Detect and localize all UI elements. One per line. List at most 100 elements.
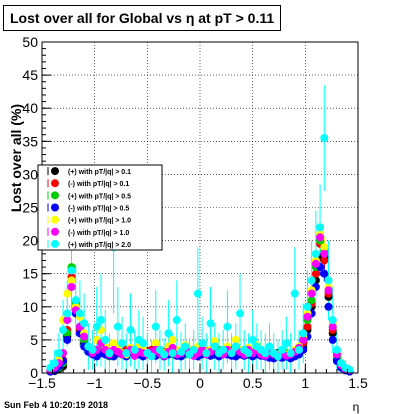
point-with-pt-q-2-0: [307, 276, 316, 285]
point-with-pt-q-2-0: [63, 309, 72, 318]
point-with-pt-q-0-1: [311, 269, 320, 278]
point-with-pt-q-2-0: [311, 249, 320, 258]
chart-title: Lost over all for Global vs η at pT > 0.…: [3, 5, 282, 31]
point-with-pt-q-2-0: [265, 342, 274, 351]
point-with-pt-q-0-1: [320, 256, 329, 265]
y-axis-label: Lost over all (%): [8, 104, 24, 212]
point-with-pt-q-2-0: [50, 359, 59, 368]
point-with-pt-q-1-0: [311, 259, 320, 268]
legend-marker: [51, 179, 59, 188]
point-with-pt-q-1-0: [324, 286, 333, 295]
point-with-pt-q-2-0: [118, 339, 127, 348]
x-tick-labels: −1.5 −1 −0.5 0 0.5 1 1.5: [28, 375, 368, 391]
y-tick-label: 45: [22, 67, 38, 83]
x-tick-label: 0.5: [243, 375, 263, 391]
point-with-pt-q-2-0: [122, 349, 131, 358]
point-with-pt-q-1-0: [231, 335, 240, 344]
point-with-pt-q-2-0: [181, 342, 190, 351]
point-with-pt-q-1-0: [151, 339, 160, 348]
point-with-pt-q-2-0: [113, 322, 122, 331]
point-with-pt-q-2-0: [75, 309, 84, 318]
legend-marker: [51, 239, 59, 248]
point-with-pt-q-0-1: [303, 322, 312, 331]
data-points: [46, 133, 354, 376]
point-with-pt-q-2-0: [316, 223, 325, 232]
legend-marker: [51, 167, 59, 176]
point-with-pt-q-1-0: [63, 289, 72, 298]
x-axis-label: η: [353, 400, 360, 414]
point-with-pt-q-2-0: [96, 316, 105, 325]
point-with-pt-q-0-5: [307, 296, 316, 305]
y-tick-label: 15: [22, 266, 38, 282]
point-with-pt-q-2-0: [151, 322, 160, 331]
x-tick-label: 1.5: [348, 375, 368, 391]
legend-label: (-) with pT/|q| > 1.0: [68, 230, 129, 237]
point-with-pt-q-2-0: [139, 339, 148, 348]
legend-marker: [51, 215, 59, 224]
point-with-pt-q-0-5: [324, 302, 333, 311]
point-with-pt-q-1-0: [328, 322, 337, 331]
point-with-pt-q-1-0: [168, 335, 177, 344]
point-with-pt-q-1-0: [307, 289, 316, 298]
point-with-pt-q-1-0: [67, 282, 76, 291]
point-with-pt-q-2-0: [282, 339, 291, 348]
point-with-pt-q-1-0: [63, 316, 72, 325]
point-with-pt-q-2-0: [147, 352, 156, 361]
point-with-pt-q-1-0: [303, 312, 312, 321]
point-with-pt-q-2-0: [67, 266, 76, 275]
point-with-pt-q-2-0: [193, 289, 202, 298]
x-tick-label: 0: [196, 375, 204, 391]
point-with-pt-q-2-0: [160, 350, 169, 359]
point-with-pt-q-2-0: [231, 342, 240, 351]
point-with-pt-q-2-0: [303, 302, 312, 311]
point-with-pt-q-2-0: [189, 345, 198, 354]
point-with-pt-q-0-5: [63, 335, 72, 344]
point-with-pt-q-1-0: [320, 249, 329, 258]
point-with-pt-q-2-0: [54, 349, 63, 358]
point-with-pt-q-2-0: [273, 352, 282, 361]
legend: (+) with pT/|q| > 0.1 (-) with pT/|q| > 0…: [37, 164, 163, 251]
y-tick-labels: 0 5 10 15 20 25 30 35 40 45 50: [22, 34, 38, 381]
point-with-pt-q-2-0: [261, 349, 270, 358]
legend-marker: [51, 227, 59, 236]
point-with-pt-q-2-0: [105, 349, 114, 358]
point-with-pt-q-2-0: [286, 349, 295, 358]
x-tick-label: 1: [301, 375, 309, 391]
point-with-pt-q-2-0: [164, 329, 173, 338]
y-tick-label: 35: [22, 133, 38, 149]
y-tick-label: 0: [30, 365, 38, 381]
point-with-pt-q-2-0: [295, 345, 304, 354]
y-tick-label: 25: [22, 200, 38, 216]
point-with-pt-q-2-0: [59, 325, 68, 334]
point-with-pt-q-2-0: [345, 365, 354, 374]
point-with-pt-q-2-0: [130, 345, 139, 354]
point-with-pt-q-2-0: [244, 349, 253, 358]
point-with-pt-q-1-0: [299, 335, 308, 344]
y-tick-label: 50: [22, 34, 38, 50]
point-with-pt-q-2-0: [223, 322, 232, 331]
point-with-pt-q-2-0: [324, 276, 333, 285]
y-tick-label: 10: [22, 299, 38, 315]
point-with-pt-q-2-0: [126, 325, 135, 334]
point-with-pt-q-0-5: [328, 335, 337, 344]
point-with-pt-q-1-0: [80, 332, 89, 341]
point-with-pt-q-2-0: [210, 342, 219, 351]
point-with-pt-q-2-0: [328, 316, 337, 325]
point-with-pt-q-2-0: [278, 345, 287, 354]
point-with-pt-q-2-0: [206, 319, 215, 328]
x-tick-label: −1: [87, 375, 103, 391]
legend-label: (+) with pT/|q| > 0.1: [68, 169, 131, 176]
legend-label: (-) with pT/|q| > 0.1: [68, 181, 129, 188]
point-with-pt-q-2-0: [332, 345, 341, 354]
point-with-pt-q-2-0: [248, 335, 257, 344]
timestamp: Sun Feb 4 10:20:19 2018: [4, 400, 109, 410]
legend-label: (-) with pT/|q| > 0.5: [68, 206, 129, 213]
point-with-pt-q-2-0: [101, 335, 110, 344]
x-tick-label: −0.5: [134, 375, 162, 391]
point-with-pt-q-2-0: [168, 349, 177, 358]
y-tick-label: 20: [22, 233, 38, 249]
point-with-pt-q-1-0: [320, 243, 329, 252]
point-with-pt-q-2-0: [290, 289, 299, 298]
y-tick-label: 5: [30, 332, 38, 348]
